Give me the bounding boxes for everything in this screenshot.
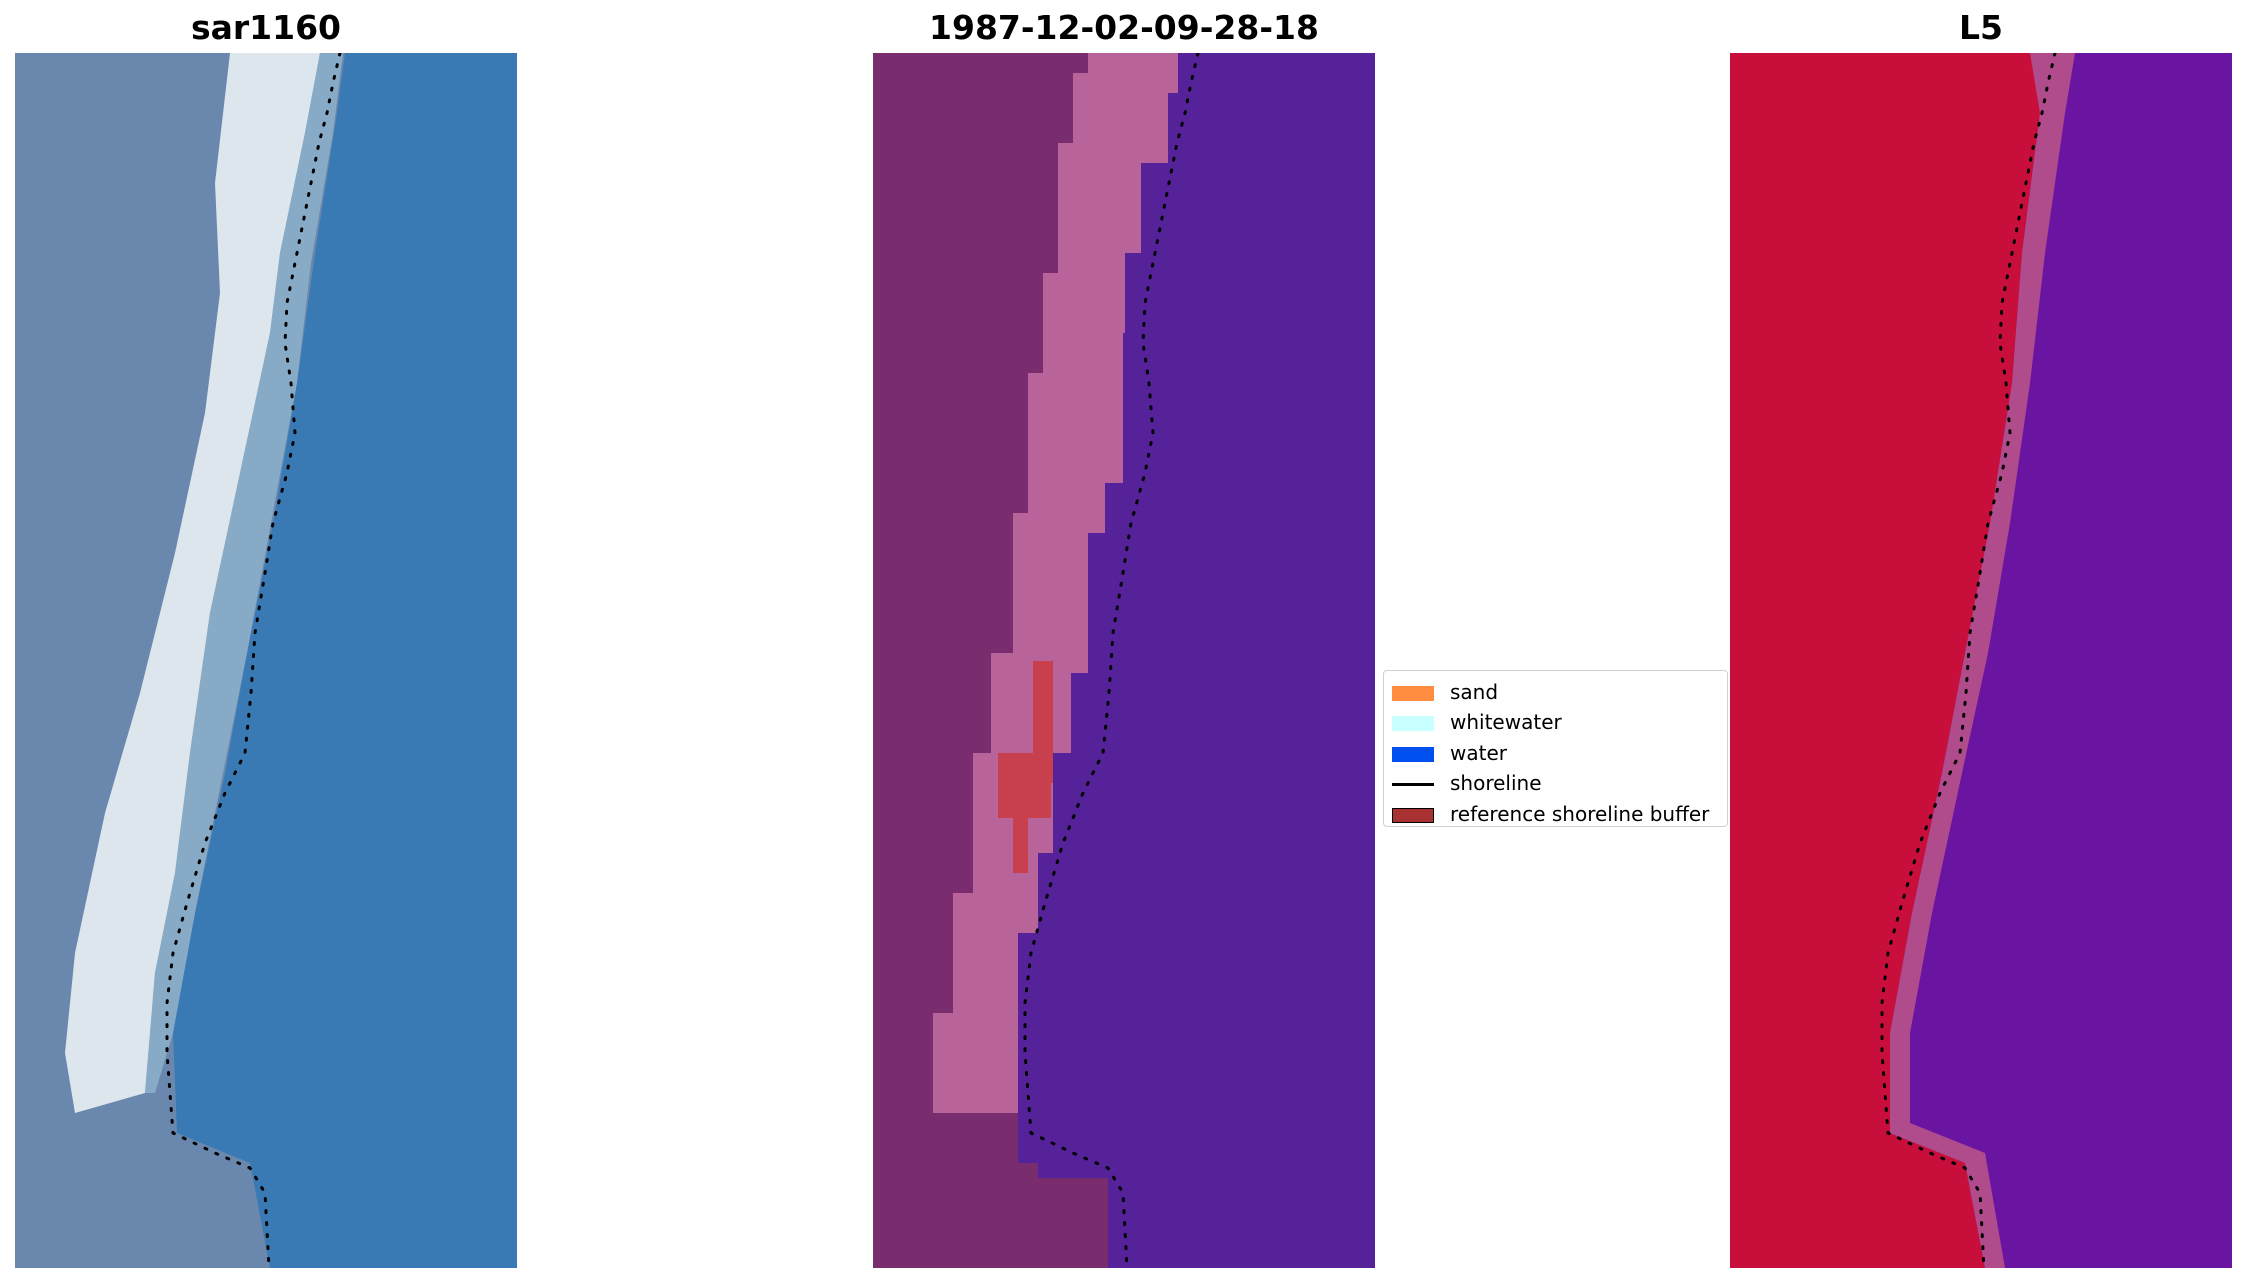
panel-title-rgb: sar1160	[190, 8, 342, 47]
shoreline-swatch	[1392, 783, 1434, 787]
legend-label-water: water	[1450, 740, 1507, 765]
panel-title-index: L5	[1959, 8, 2003, 47]
rgb-beach-transition	[145, 53, 343, 1093]
legend-item-sand: sand	[1384, 678, 1727, 708]
legend-item-water: water	[1384, 739, 1727, 769]
water-swatch	[1392, 746, 1434, 762]
reference-buffer-swatch	[1392, 807, 1434, 823]
rgb-image-panel	[15, 53, 517, 1268]
rgb-beach-band	[65, 53, 320, 1113]
legend-label-sand: sand	[1450, 680, 1499, 704]
legend-item-reference-shoreline-buffer: reference shoreline buffer	[1384, 800, 1727, 830]
panel-title-classification: 1987-12-02-09-28-18	[929, 8, 1319, 47]
index-image	[1730, 53, 2232, 1268]
legend: sand whitewater water shoreline referenc…	[1383, 670, 1728, 827]
class-whitewater-area	[933, 53, 1178, 1113]
legend-label-reference-shoreline-buffer: reference shoreline buffer	[1450, 801, 1710, 826]
classification-image	[873, 53, 1375, 1268]
index-transition-band	[1890, 53, 2075, 1268]
index-image-panel	[1730, 53, 2232, 1268]
legend-item-shoreline: shoreline	[1384, 769, 1727, 799]
rgb-image	[15, 53, 517, 1268]
legend-label-shoreline: shoreline	[1450, 771, 1542, 796]
whitewater-swatch	[1392, 716, 1434, 732]
class-buffer-area	[998, 661, 1053, 873]
legend-item-whitewater: whitewater	[1384, 708, 1727, 738]
sand-swatch	[1392, 686, 1434, 701]
classification-panel	[873, 53, 1375, 1268]
index-land-area	[1730, 53, 2050, 1268]
legend-label-whitewater: whitewater	[1450, 710, 1562, 735]
